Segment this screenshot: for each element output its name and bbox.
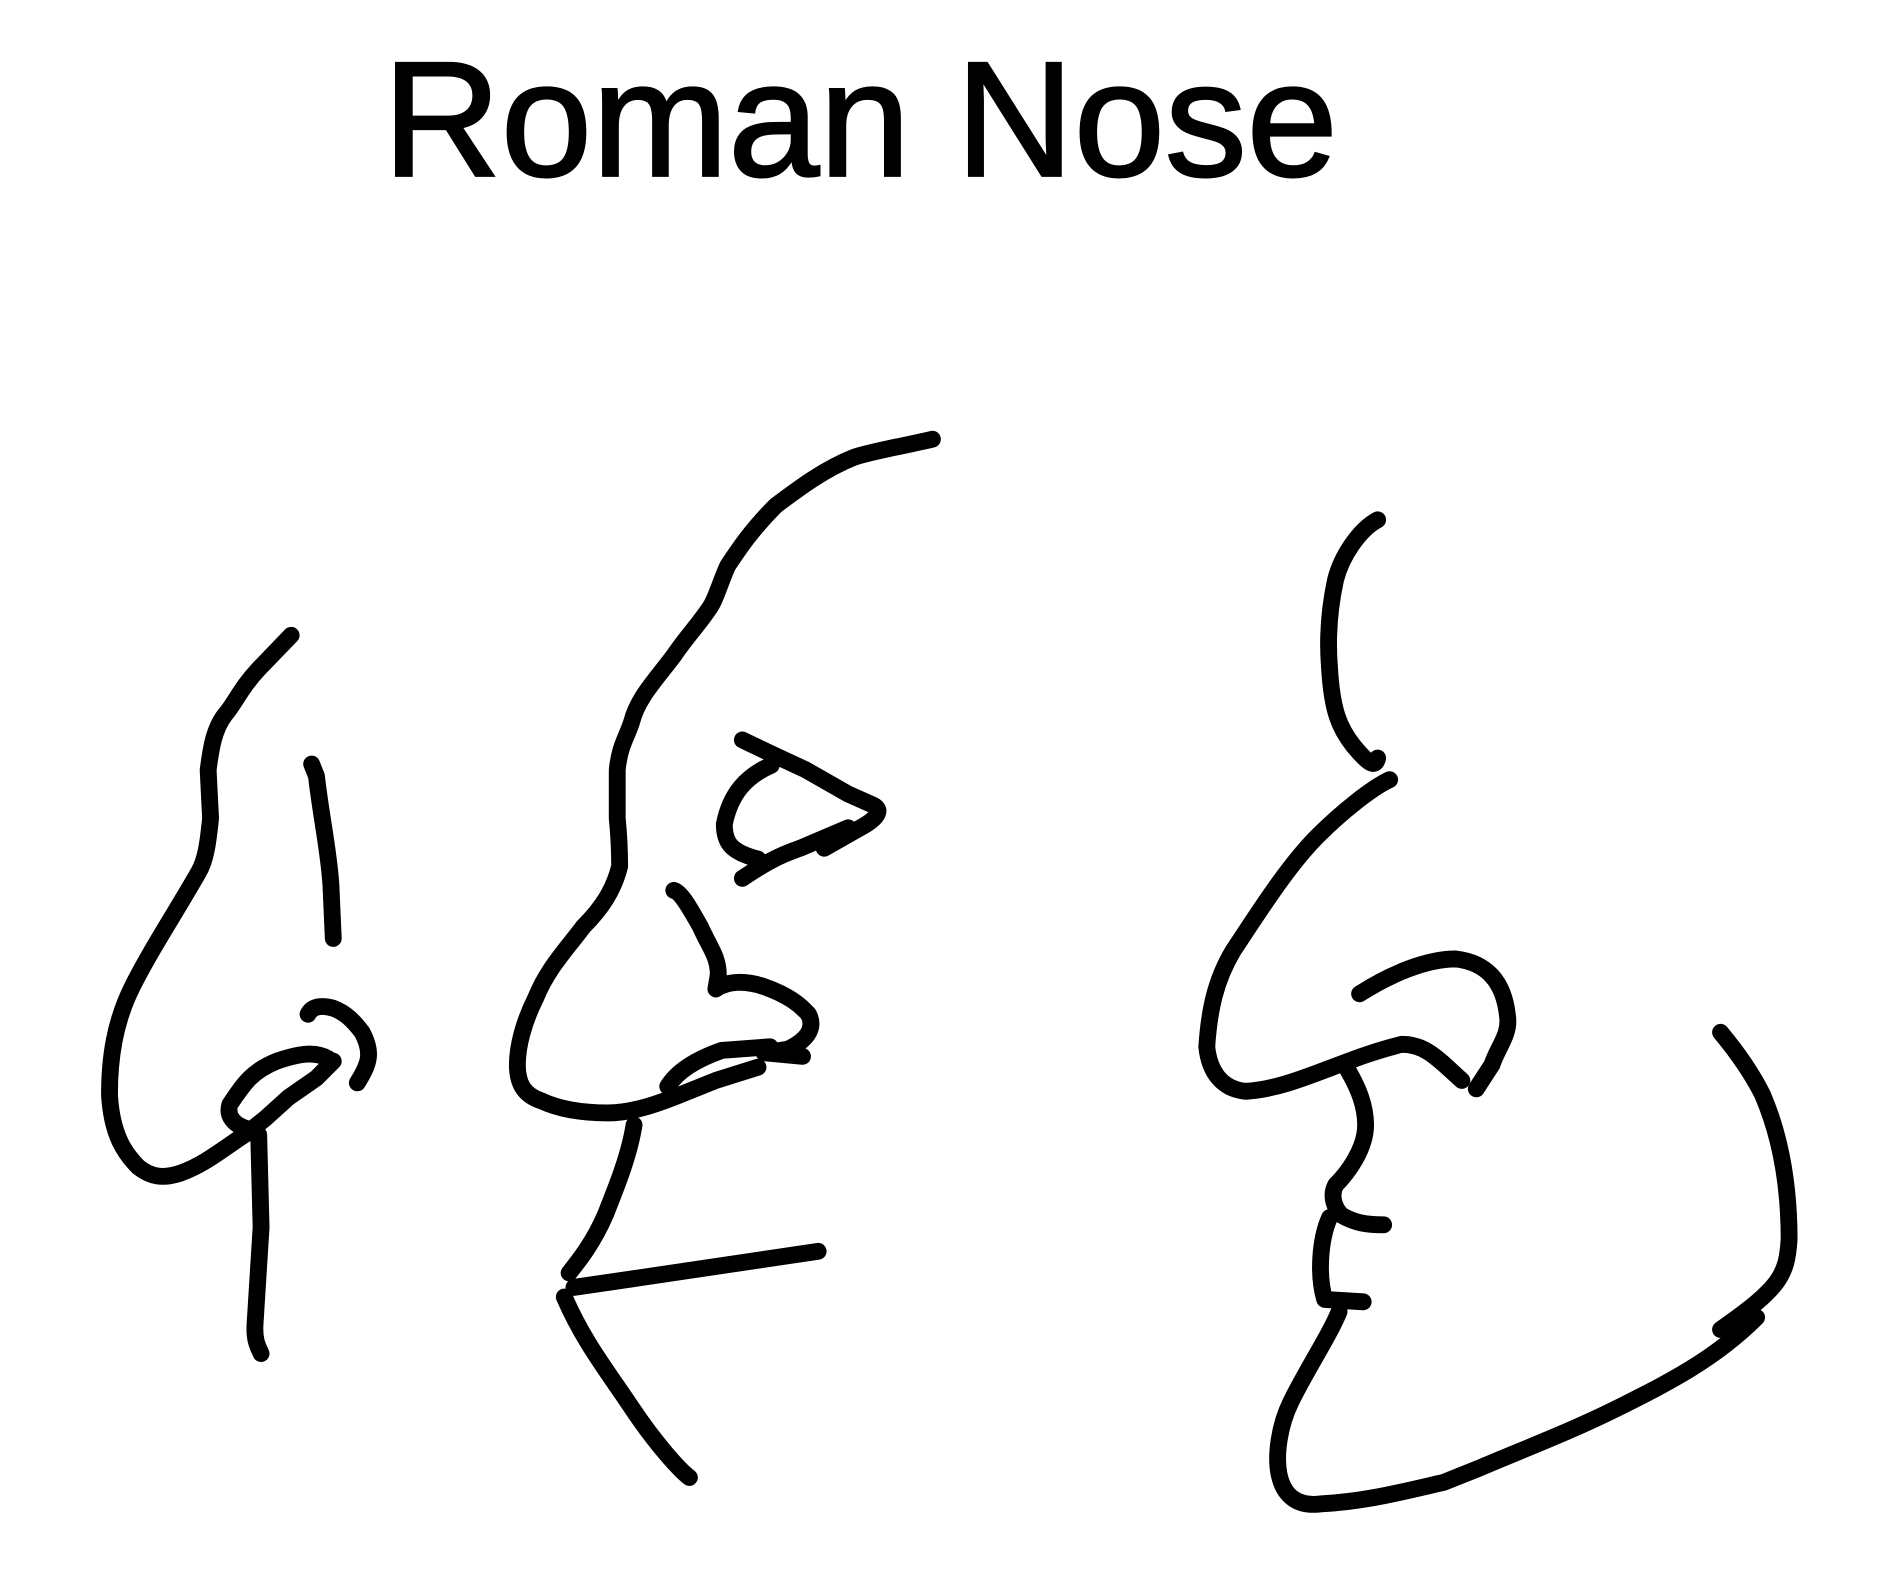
stroke	[555, 1288, 698, 1486]
title: Roman Nose	[383, 28, 1338, 211]
stroke	[560, 1116, 643, 1282]
stroke	[733, 819, 857, 887]
middle-profile	[508, 430, 941, 1486]
left-profile	[101, 626, 377, 1362]
stroke	[220, 1045, 337, 1137]
stroke	[565, 1242, 827, 1296]
stroke	[733, 731, 887, 857]
stroke	[246, 1126, 270, 1362]
stroke	[101, 626, 342, 1185]
stroke	[303, 755, 342, 947]
background	[6, 0, 1889, 1593]
stroke	[665, 881, 820, 1065]
stroke	[1312, 1209, 1372, 1311]
right-profile	[1198, 511, 1798, 1513]
stroke	[1320, 511, 1387, 772]
stroke	[1712, 1023, 1798, 1338]
stroke	[1198, 771, 1471, 1100]
stroke	[1269, 1303, 1766, 1513]
stroke	[1324, 1055, 1393, 1234]
stroke	[508, 430, 941, 1122]
stroke	[1351, 950, 1517, 1098]
stroke	[659, 1038, 779, 1095]
stroke	[715, 756, 780, 868]
stroke	[299, 998, 377, 1092]
